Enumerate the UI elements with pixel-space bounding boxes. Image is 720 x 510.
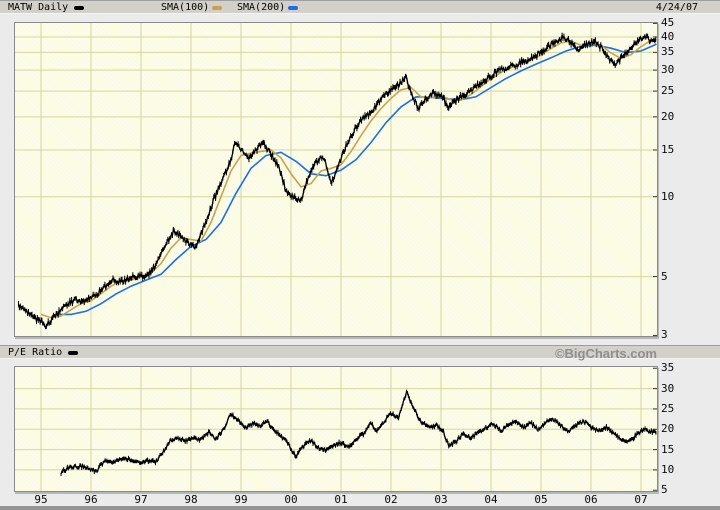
x-tick-label: 03 (434, 493, 448, 506)
y-tick-label: 30 (661, 63, 675, 76)
y-tick-label: 25 (661, 84, 675, 97)
y-tick-label: 10 (661, 463, 675, 476)
x-tick-label: 96 (84, 493, 98, 506)
bottom-window-edge (0, 506, 720, 510)
y-tick-label: 20 (661, 422, 675, 435)
pe-series-swatch (68, 351, 78, 355)
y-tick-label: 15 (661, 443, 675, 456)
x-tick-label: 01 (334, 493, 348, 506)
y-axis-labels: 45 40 35 30 25 20 15 10 5 3 35 30 25 20 15 10 5 (661, 0, 720, 510)
y-tick-label: 25 (661, 402, 675, 415)
y-tick-label: 45 (661, 16, 675, 29)
sma200-legend-label: SMA(200) (237, 2, 286, 13)
x-tick-label: 05 (534, 493, 548, 506)
y-tick-label: 35 (661, 45, 675, 58)
x-tick-label: 00 (284, 493, 298, 506)
y-tick-label: 40 (661, 30, 675, 43)
x-tick-label: 99 (234, 493, 248, 506)
y-tick-label: 5 (661, 270, 668, 283)
x-tick-label: 98 (184, 493, 198, 506)
x-tick-label: 97 (134, 493, 148, 506)
pe-ratio-header-bar: P/E Ratio ©BigCharts.com (0, 345, 720, 361)
pe-ratio-label: P/E Ratio (8, 347, 63, 358)
y-tick-label: 35 (661, 361, 675, 374)
y-tick-label: 3 (661, 328, 668, 341)
x-tick-label: 06 (584, 493, 598, 506)
symbol-timeframe-label: MATW Daily (8, 2, 69, 13)
y-tick-label: 30 (661, 382, 675, 395)
price-chart-plot (14, 22, 658, 337)
x-tick-label: 95 (34, 493, 48, 506)
sma200-swatch (288, 6, 298, 10)
bigcharts-watermark: ©BigCharts.com (554, 346, 657, 361)
x-tick-label: 07 (634, 493, 648, 506)
y-tick-label: 15 (661, 143, 675, 156)
x-tick-label: 02 (384, 493, 398, 506)
sma100-legend-label: SMA(100) (161, 2, 210, 13)
y-tick-label: 20 (661, 110, 675, 123)
x-axis-labels: 95 96 97 98 99 00 01 02 03 04 05 06 07 (0, 494, 720, 507)
pe-chart-plot (14, 366, 658, 492)
chart-legend-bar: MATW Daily SMA(100) SMA(200) 4/24/07 (0, 0, 720, 14)
x-tick-label: 04 (484, 493, 498, 506)
sma100-swatch (212, 6, 222, 10)
y-tick-label: 10 (661, 190, 675, 203)
price-series-swatch (74, 6, 84, 10)
chart-date-label: 4/24/07 (655, 2, 698, 13)
